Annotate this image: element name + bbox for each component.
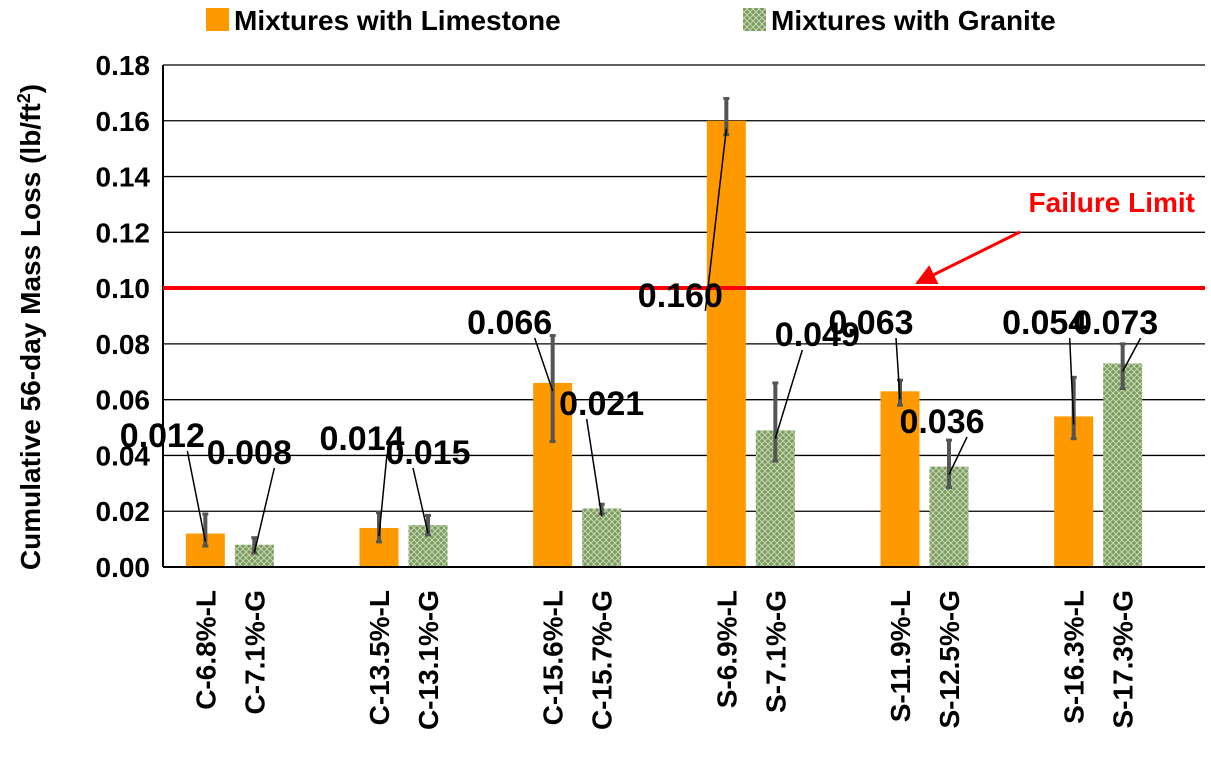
x-tick-label: S-17.3%-G bbox=[1108, 590, 1139, 729]
x-tick-label: C-15.6%-L bbox=[538, 590, 569, 725]
data-label: 0.036 bbox=[899, 403, 984, 441]
bar-granite bbox=[1103, 363, 1143, 567]
data-label-leader bbox=[1122, 337, 1142, 372]
data-label-leaders bbox=[186, 128, 1142, 553]
x-tick-label: S-11.9%-L bbox=[885, 590, 916, 722]
data-label-leader bbox=[253, 467, 276, 553]
bar-granite bbox=[234, 544, 274, 567]
data-label-leader bbox=[895, 337, 901, 400]
legend: Mixtures with Limestone Mixtures with Gr… bbox=[206, 5, 1056, 36]
data-label: 0.063 bbox=[828, 304, 913, 342]
axes bbox=[162, 65, 1205, 568]
data-label-leader bbox=[1068, 337, 1075, 425]
x-tick-label: S-7.1%-G bbox=[760, 590, 791, 713]
data-label-leader bbox=[378, 453, 388, 537]
bar-limestone bbox=[706, 120, 746, 568]
data-label-leader bbox=[533, 337, 554, 392]
data-label: 0.066 bbox=[467, 304, 552, 342]
data-label: 0.015 bbox=[385, 434, 470, 472]
data-label: 0.049 bbox=[775, 316, 860, 354]
y-tick-label: 0.08 bbox=[96, 329, 151, 360]
bar-limestone bbox=[1054, 416, 1094, 567]
failure-limit-label: Failure Limit bbox=[1029, 187, 1195, 218]
x-tick-label: C-13.5%-L bbox=[364, 590, 395, 725]
data-label: 0.014 bbox=[319, 420, 404, 458]
x-tick-label: C-6.8%-L bbox=[190, 590, 221, 710]
data-label-leader bbox=[948, 436, 968, 475]
data-label: 0.021 bbox=[559, 385, 644, 423]
y-tick-label: 0.14 bbox=[96, 162, 151, 193]
data-label-leader bbox=[186, 450, 207, 542]
data-label: 0.160 bbox=[638, 277, 723, 315]
x-tick-label: C-7.1%-G bbox=[239, 590, 270, 714]
error-bars bbox=[202, 96, 1126, 555]
data-label-leader bbox=[585, 418, 603, 517]
data-label-leader bbox=[704, 128, 728, 312]
legend-swatch-limestone bbox=[206, 8, 229, 31]
y-axis-label: Cumulative 56-day Mass Loss (lb/ft2) bbox=[14, 84, 46, 570]
y-tick-label: 0.18 bbox=[96, 50, 151, 81]
x-tick-label: C-15.7%-G bbox=[587, 590, 618, 730]
y-tick-label: 0.02 bbox=[96, 496, 151, 527]
legend-label-limestone: Mixtures with Limestone bbox=[234, 5, 561, 36]
bar-granite bbox=[582, 508, 622, 567]
data-label: 0.054 bbox=[1002, 304, 1087, 342]
y-tick-label: 0.12 bbox=[96, 217, 151, 248]
x-tick-label: S-12.5%-G bbox=[934, 590, 965, 729]
y-tick-label: 0.00 bbox=[96, 552, 151, 583]
x-tick-label: C-13.1%-G bbox=[413, 590, 444, 730]
data-label: 0.008 bbox=[207, 434, 292, 472]
legend-label-granite: Mixtures with Granite bbox=[771, 5, 1056, 36]
data-label: 0.073 bbox=[1073, 304, 1158, 342]
y-axis-ticks: 0.00 0.02 0.04 0.06 0.08 0.10 0.12 0.14 0.16 0.18 bbox=[96, 50, 151, 583]
data-label: 0.012 bbox=[120, 417, 205, 455]
legend-swatch-granite bbox=[743, 8, 766, 31]
x-axis-tick-labels: C-6.8%-L C-13.5%-L C-15.6%-L S-6.9%-L S-11.9… bbox=[190, 590, 1138, 730]
data-label-leader bbox=[412, 467, 429, 534]
x-tick-label: S-16.3%-L bbox=[1059, 590, 1090, 724]
y-tick-label: 0.04 bbox=[96, 440, 151, 471]
y-tick-label: 0.16 bbox=[96, 106, 151, 137]
data-labels: 0.012 0.014 0.066 0.160 0.063 0.054 0.008 0.015… bbox=[120, 277, 1158, 472]
y-tick-label: 0.10 bbox=[96, 273, 151, 304]
bar-limestone bbox=[880, 391, 920, 567]
data-label-leader bbox=[774, 349, 804, 439]
y-tick-label: 0.06 bbox=[96, 385, 151, 416]
x-tick-label: S-6.9%-L bbox=[711, 590, 742, 708]
failure-limit-arrow bbox=[915, 230, 1021, 285]
